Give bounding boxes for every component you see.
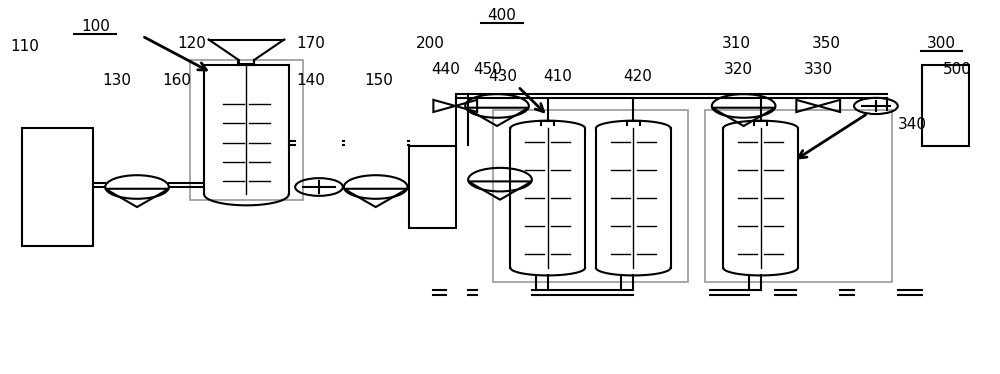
Bar [409,147,456,227]
Text: 350: 350 [812,36,841,51]
Text: 310: 310 [722,36,751,51]
Text: 120: 120 [177,36,206,51]
Text: 150: 150 [364,73,393,88]
Text: 420: 420 [623,69,652,84]
Text: 430: 430 [488,69,517,84]
Text: 160: 160 [162,73,191,88]
Text: 300: 300 [927,36,956,51]
Text: 500: 500 [943,62,972,77]
Text: 110: 110 [10,40,39,55]
Text: 320: 320 [724,62,753,77]
Text: 170: 170 [297,36,325,51]
Text: 400: 400 [488,8,516,23]
Text: 410: 410 [543,69,572,84]
Bar [922,65,969,147]
Text: 100: 100 [81,19,110,34]
Bar [22,128,93,246]
Text: 200: 200 [416,36,445,51]
Text: 340: 340 [898,117,927,132]
Bar [705,110,892,282]
Text: 330: 330 [804,62,833,77]
Text: 140: 140 [297,73,325,88]
Text: 450: 450 [474,62,503,77]
Text: 130: 130 [103,73,132,88]
Bar [493,110,688,282]
Bar [190,60,303,199]
Text: 440: 440 [431,62,460,77]
